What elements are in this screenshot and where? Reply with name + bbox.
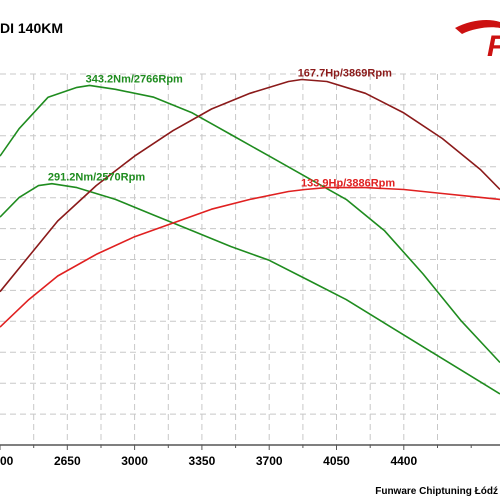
x-tick-label: 4050: [323, 454, 350, 468]
peak-annotation-3: 167.7Hp/3869Rpm: [298, 68, 392, 80]
credit-text: Funware Chiptuning Łódź: [375, 486, 498, 497]
series-line-1: [0, 84, 500, 364]
series-line-4: [0, 186, 500, 328]
x-tick-label: 2650: [54, 454, 81, 468]
x-tick-label: 3000: [121, 454, 148, 468]
peak-annotation-4: 133.9Hp/3886Rpm: [301, 178, 395, 190]
axes: 00 2650 3000 3350 3700 4050 4400: [0, 444, 500, 468]
peak-annotation-2: 291.2Nm/2570Rpm: [48, 172, 145, 184]
series-line-3: [0, 78, 500, 293]
x-tick-label: 4400: [390, 454, 417, 468]
logo-letter: F: [487, 30, 500, 63]
grid: [0, 73, 500, 446]
chart-title: DI 140KM: [0, 20, 63, 36]
annotations: 343.2Nm/2766Rpm 291.2Nm/2570Rpm 167.7Hp/38…: [48, 68, 395, 190]
logo-swoosh: [455, 20, 500, 34]
x-tick-label: 3700: [256, 454, 283, 468]
logo: F: [455, 20, 500, 63]
x-tick-label: 00: [0, 454, 14, 468]
series-layer: [0, 78, 500, 395]
x-tick-label: 3350: [189, 454, 216, 468]
series-line-2: [0, 182, 500, 395]
peak-annotation-1: 343.2Nm/2766Rpm: [86, 73, 183, 85]
